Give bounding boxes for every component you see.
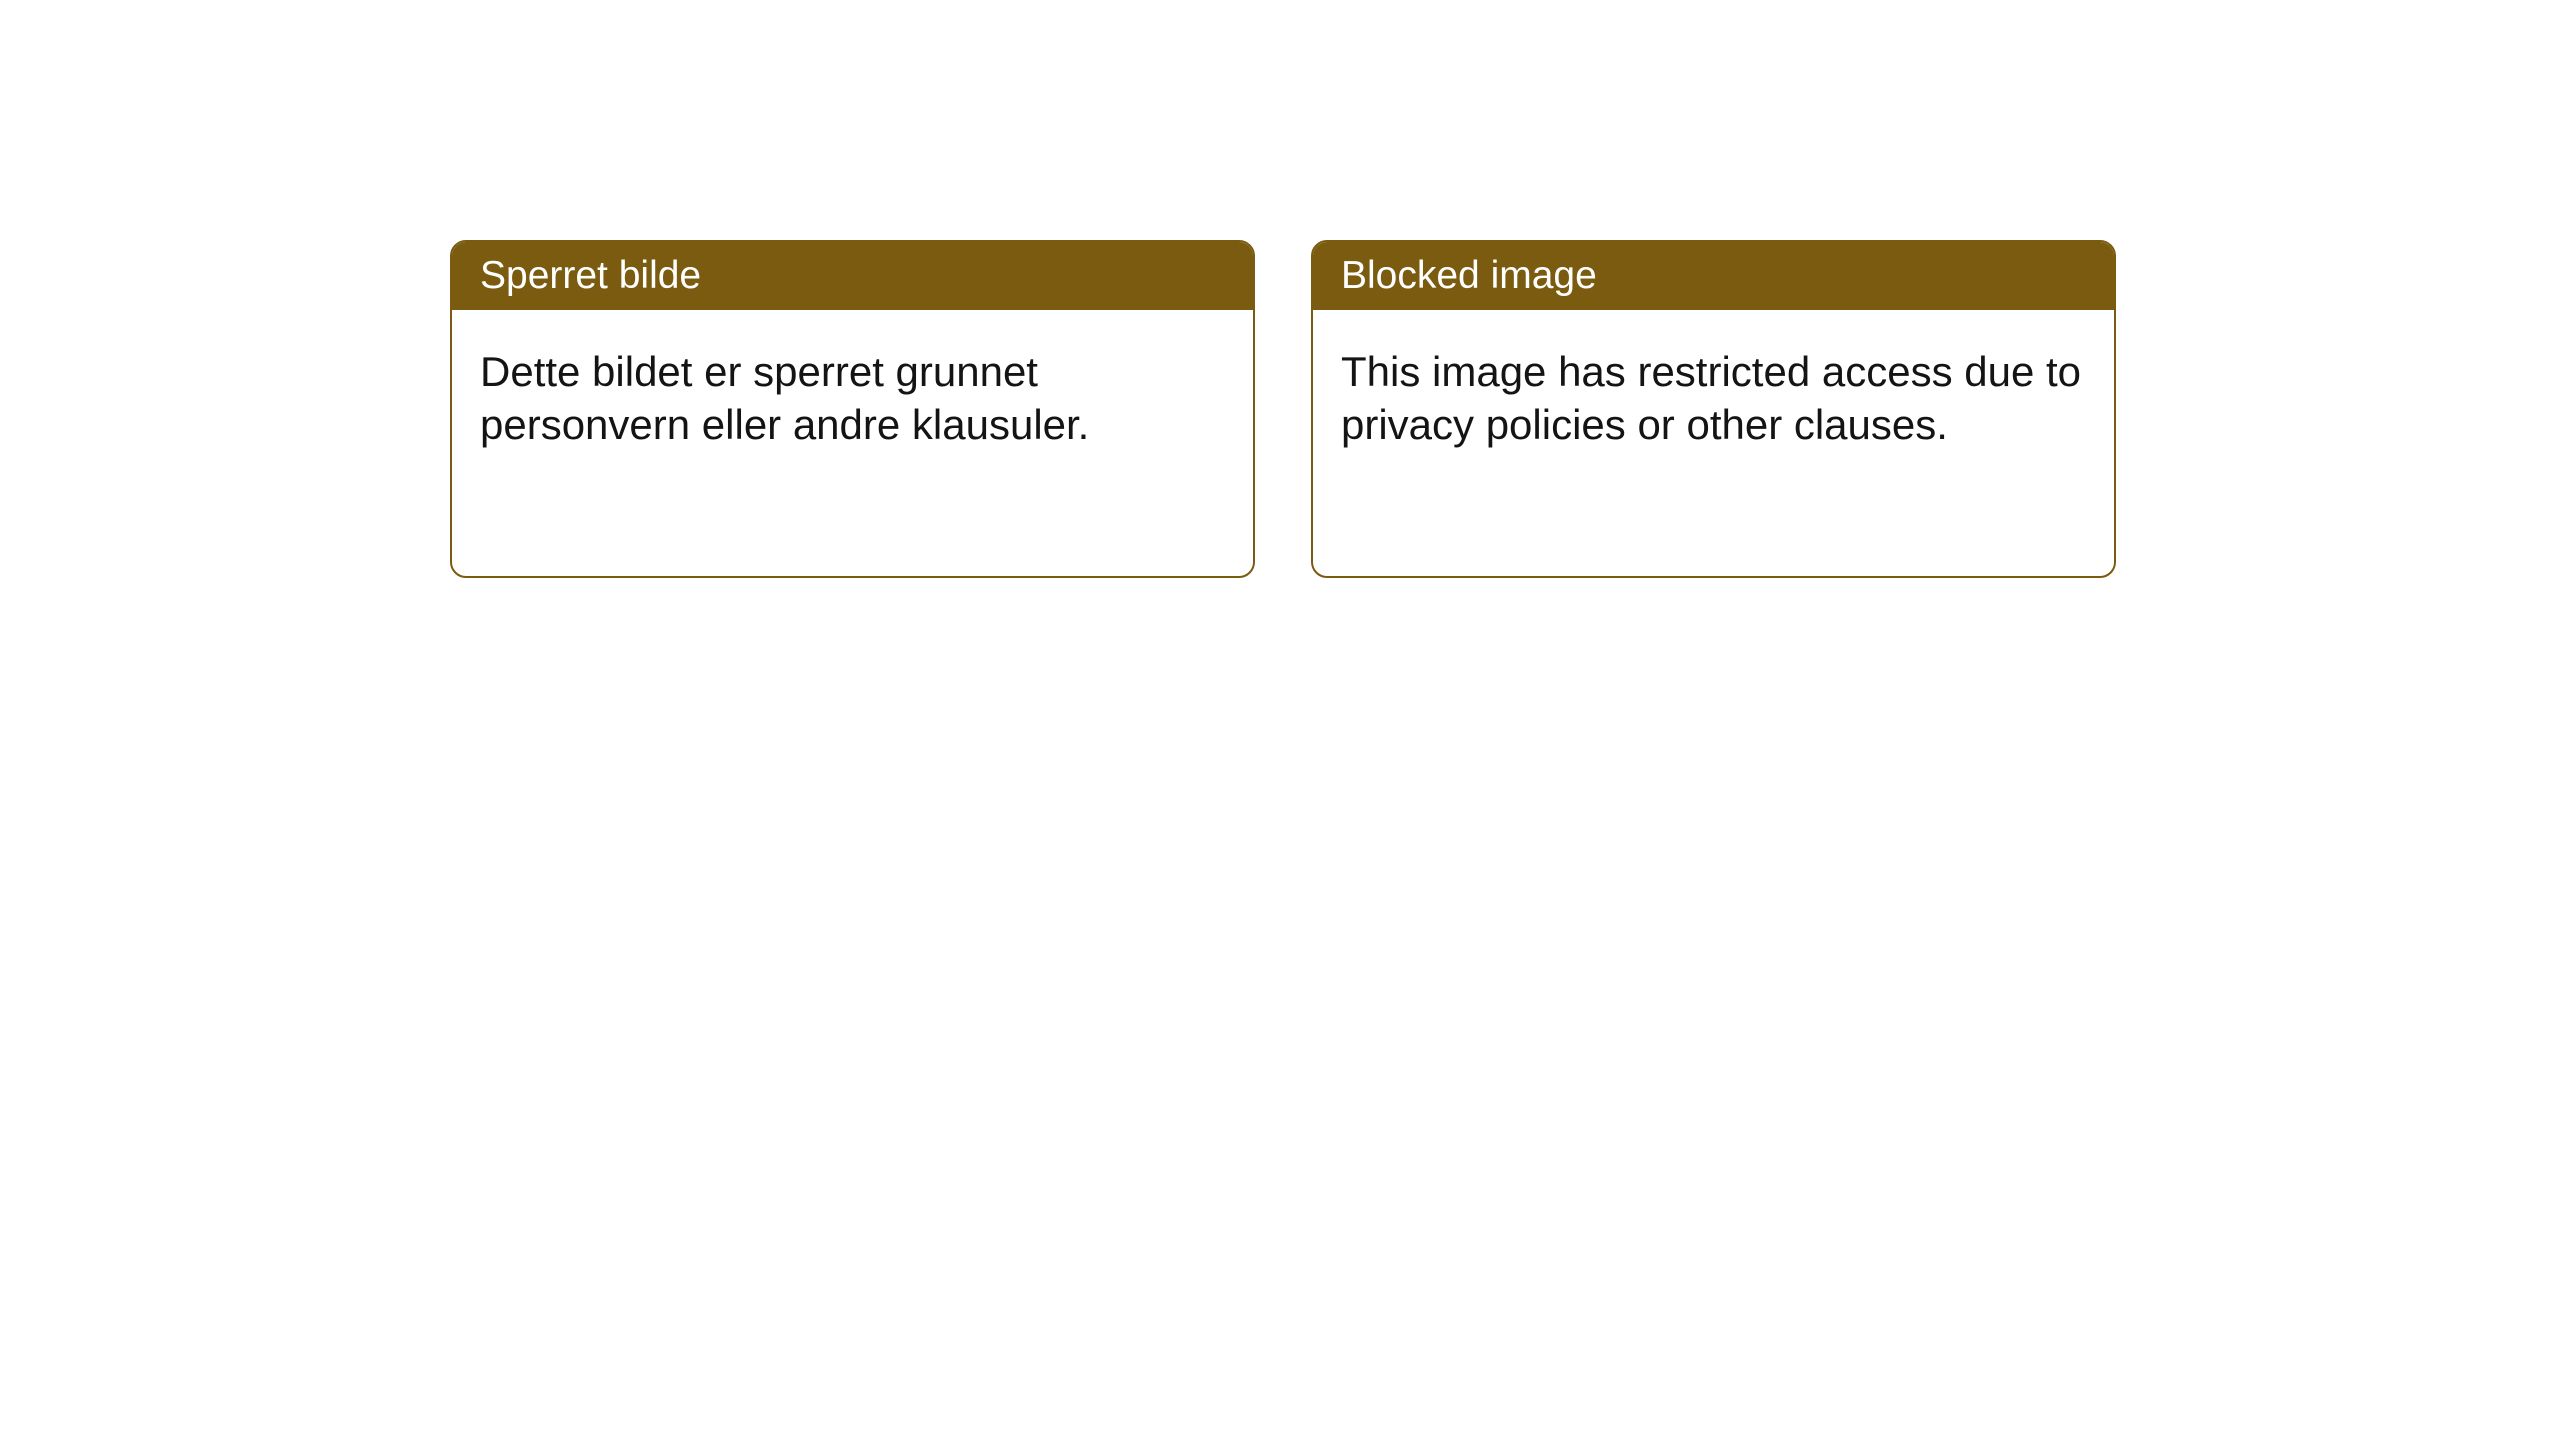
blocked-image-card-no: Sperret bilde Dette bildet er sperret gr…: [450, 240, 1255, 578]
card-header: Blocked image: [1313, 242, 2114, 310]
card-title: Sperret bilde: [480, 254, 701, 297]
blocked-image-card-en: Blocked image This image has restricted …: [1311, 240, 2116, 578]
card-body-text: This image has restricted access due to …: [1341, 348, 2081, 448]
cards-container: Sperret bilde Dette bildet er sperret gr…: [0, 0, 2560, 578]
card-header: Sperret bilde: [452, 242, 1253, 310]
card-title: Blocked image: [1341, 254, 1597, 297]
card-body: Dette bildet er sperret grunnet personve…: [452, 310, 1253, 487]
card-body-text: Dette bildet er sperret grunnet personve…: [480, 348, 1089, 448]
card-body: This image has restricted access due to …: [1313, 310, 2114, 487]
